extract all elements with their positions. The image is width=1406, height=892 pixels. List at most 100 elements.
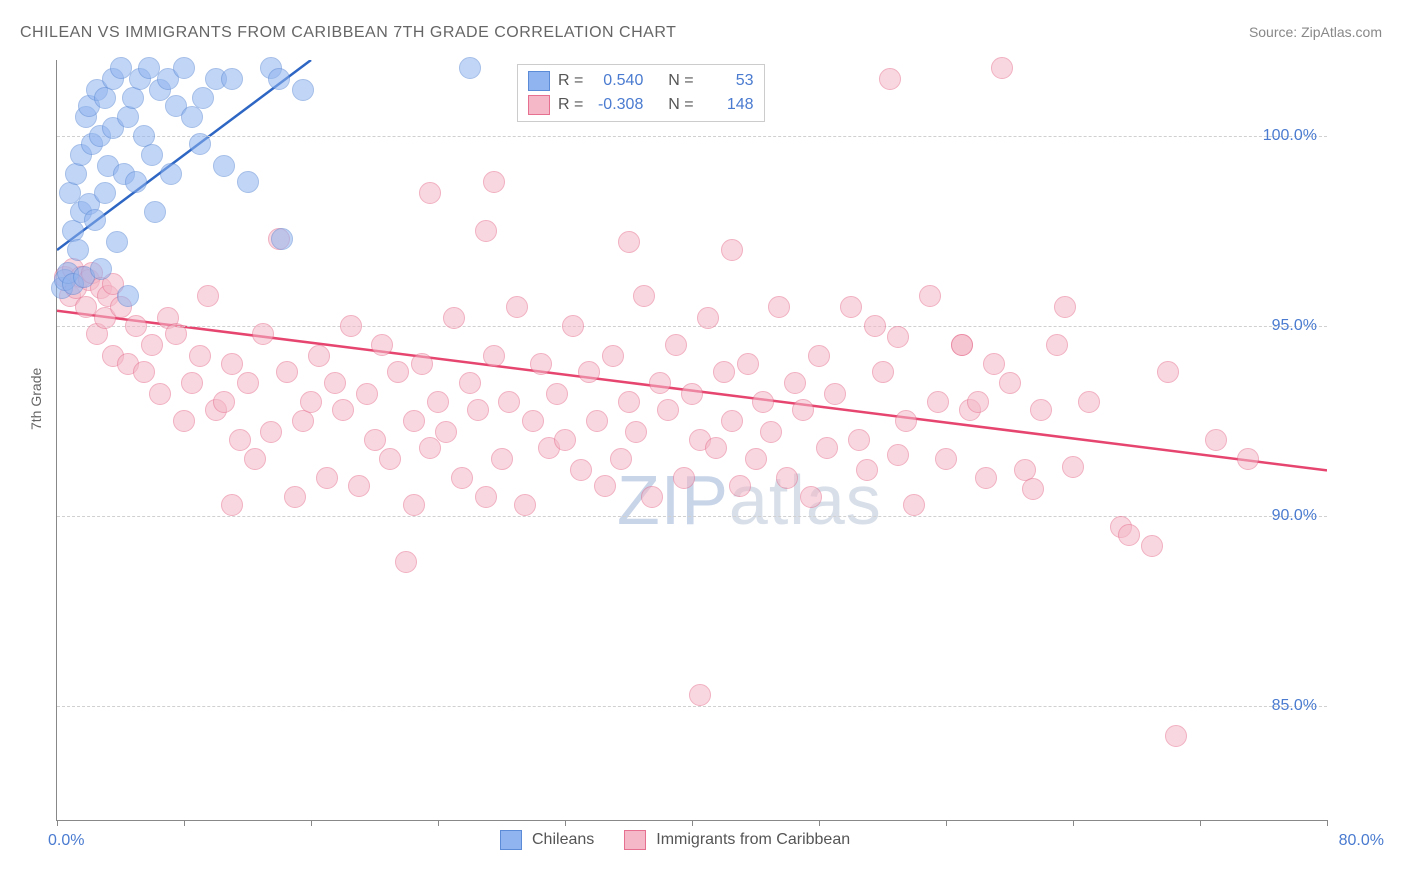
- scatter-point: [133, 361, 155, 383]
- scatter-point: [800, 486, 822, 508]
- scatter-point: [737, 353, 759, 375]
- scatter-point: [713, 361, 735, 383]
- scatter-point: [192, 87, 214, 109]
- scatter-point: [67, 239, 89, 261]
- scatter-point: [300, 391, 322, 413]
- scatter-point: [768, 296, 790, 318]
- scatter-point: [657, 399, 679, 421]
- scatter-point: [189, 133, 211, 155]
- scatter-point: [864, 315, 886, 337]
- scatter-point: [760, 421, 782, 443]
- scatter-point: [1141, 535, 1163, 557]
- series-legend: ChileansImmigrants from Caribbean: [500, 830, 870, 850]
- scatter-point: [122, 87, 144, 109]
- scatter-point: [348, 475, 370, 497]
- scatter-point: [681, 383, 703, 405]
- x-tick-mark: [946, 820, 947, 826]
- x-tick-mark: [57, 820, 58, 826]
- scatter-point: [94, 182, 116, 204]
- scatter-point: [141, 334, 163, 356]
- scatter-point: [570, 459, 592, 481]
- scatter-point: [173, 410, 195, 432]
- legend-series-label: Chileans: [532, 831, 594, 849]
- scatter-point: [387, 361, 409, 383]
- scatter-point: [141, 144, 163, 166]
- scatter-point: [332, 399, 354, 421]
- legend-swatch: [528, 95, 550, 115]
- scatter-point: [459, 372, 481, 394]
- legend-stat-row: R =-0.308 N =148: [528, 93, 754, 117]
- scatter-point: [792, 399, 814, 421]
- scatter-point: [530, 353, 552, 375]
- legend-swatch: [624, 830, 646, 850]
- scatter-point: [887, 326, 909, 348]
- scatter-point: [252, 323, 274, 345]
- scatter-point: [618, 231, 640, 253]
- scatter-point: [808, 345, 830, 367]
- scatter-point: [340, 315, 362, 337]
- scatter-point: [213, 155, 235, 177]
- scatter-point: [919, 285, 941, 307]
- scatter-point: [125, 171, 147, 193]
- scatter-point: [594, 475, 616, 497]
- scatter-point: [94, 87, 116, 109]
- scatter-point: [435, 421, 457, 443]
- scatter-point: [197, 285, 219, 307]
- r-value: -0.308: [591, 93, 643, 117]
- scatter-point: [1205, 429, 1227, 451]
- scatter-point: [641, 486, 663, 508]
- y-tick-label: 85.0%: [1272, 697, 1317, 715]
- scatter-point: [506, 296, 528, 318]
- scatter-point: [546, 383, 568, 405]
- scatter-point: [649, 372, 671, 394]
- x-tick-mark: [1327, 820, 1328, 826]
- scatter-point: [935, 448, 957, 470]
- scatter-point: [610, 448, 632, 470]
- scatter-point: [1237, 448, 1259, 470]
- scatter-point: [491, 448, 513, 470]
- x-axis-min-label: 0.0%: [48, 832, 84, 850]
- scatter-point: [427, 391, 449, 413]
- scatter-point: [237, 372, 259, 394]
- scatter-point: [578, 361, 600, 383]
- scatter-point: [308, 345, 330, 367]
- scatter-point: [356, 383, 378, 405]
- scatter-point: [1046, 334, 1068, 356]
- scatter-point: [514, 494, 536, 516]
- y-axis-label: 7th Grade: [28, 368, 44, 430]
- scatter-point: [879, 68, 901, 90]
- scatter-point: [721, 239, 743, 261]
- scatter-point: [144, 201, 166, 223]
- scatter-point: [498, 391, 520, 413]
- x-tick-mark: [819, 820, 820, 826]
- scatter-point: [856, 459, 878, 481]
- scatter-point: [689, 684, 711, 706]
- gridline: [57, 706, 1327, 707]
- scatter-point: [967, 391, 989, 413]
- scatter-point: [237, 171, 259, 193]
- scatter-point: [483, 171, 505, 193]
- scatter-point: [106, 231, 128, 253]
- scatter-point: [776, 467, 798, 489]
- scatter-point: [975, 467, 997, 489]
- gridline: [57, 326, 1327, 327]
- scatter-point: [887, 444, 909, 466]
- r-label: R =: [558, 93, 583, 117]
- scatter-point: [160, 163, 182, 185]
- scatter-point: [364, 429, 386, 451]
- scatter-point: [784, 372, 806, 394]
- x-tick-mark: [565, 820, 566, 826]
- scatter-point: [173, 57, 195, 79]
- scatter-point: [522, 410, 544, 432]
- scatter-point: [1030, 399, 1052, 421]
- scatter-point: [1118, 524, 1140, 546]
- scatter-point: [554, 429, 576, 451]
- scatter-point: [999, 372, 1021, 394]
- scatter-point: [117, 285, 139, 307]
- source-label: Source: ZipAtlas.com: [1249, 24, 1382, 40]
- chart-title: CHILEAN VS IMMIGRANTS FROM CARIBBEAN 7TH…: [20, 24, 676, 42]
- x-tick-mark: [692, 820, 693, 826]
- legend-stat-row: R =0.540 N =53: [528, 69, 754, 93]
- scatter-point: [284, 486, 306, 508]
- scatter-point: [1054, 296, 1076, 318]
